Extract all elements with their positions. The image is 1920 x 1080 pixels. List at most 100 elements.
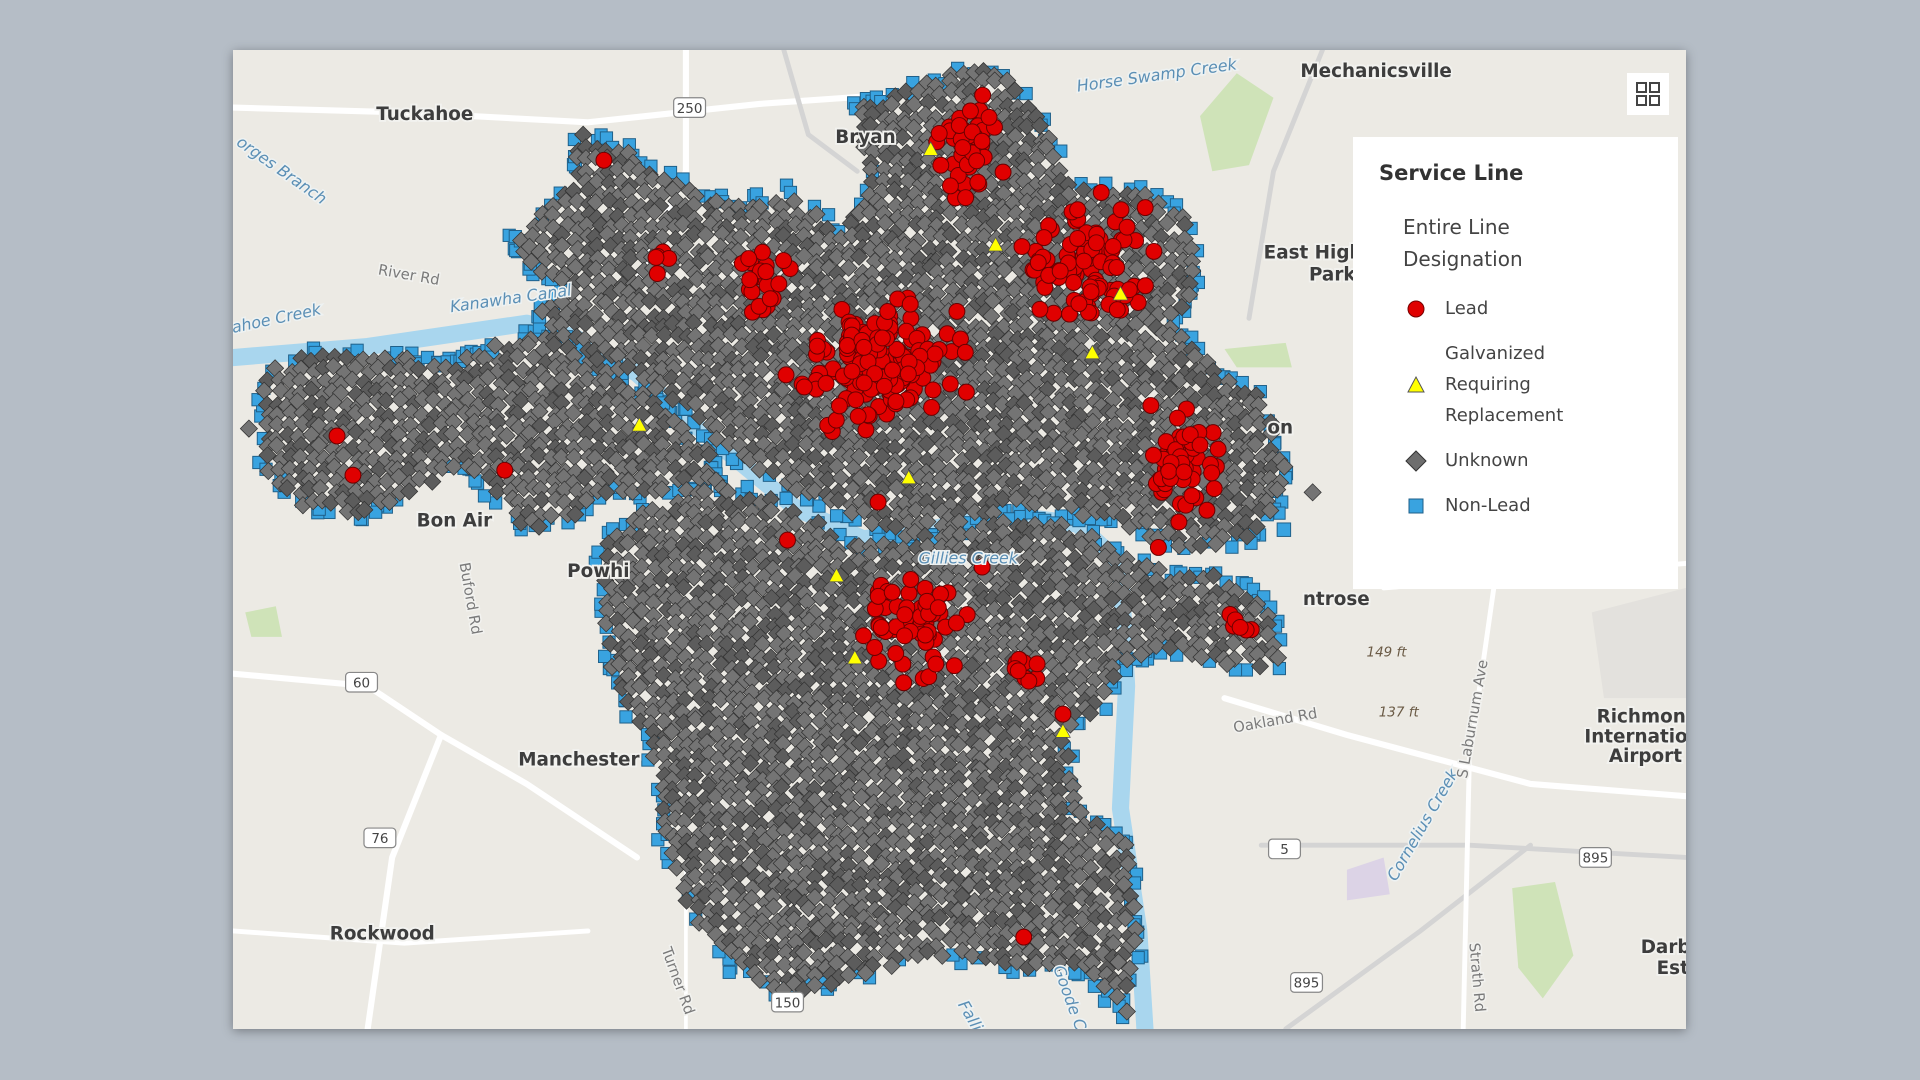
unknown-marker <box>575 468 594 487</box>
unknown-marker <box>717 291 737 311</box>
unknown-marker <box>1005 81 1025 100</box>
unknown-marker <box>982 307 1001 326</box>
unknown-marker <box>1238 413 1257 432</box>
non-lead-marker <box>829 509 844 523</box>
unknown-marker <box>707 429 726 448</box>
unknown-marker <box>1191 370 1211 389</box>
unknown-marker <box>673 214 692 233</box>
lead-marker <box>887 393 905 411</box>
unknown-marker <box>1049 492 1068 512</box>
unknown-marker <box>764 325 783 344</box>
lead-marker <box>1029 254 1047 272</box>
unknown-marker <box>1268 480 1287 499</box>
unknown-marker <box>487 482 507 501</box>
unknown-marker <box>1050 391 1069 410</box>
unknown-marker <box>995 203 1014 222</box>
unknown-marker <box>796 401 815 420</box>
lead-marker <box>923 398 941 416</box>
unknown-marker <box>849 247 869 266</box>
lead-marker <box>948 302 966 320</box>
lead-marker <box>1035 229 1053 247</box>
unknown-marker <box>839 258 858 277</box>
unknown-marker <box>949 435 968 455</box>
unknown-marker <box>985 71 1004 90</box>
unknown-marker <box>566 358 585 377</box>
unknown-marker <box>1136 380 1155 399</box>
unknown-marker <box>567 191 587 211</box>
unknown-marker <box>367 435 386 454</box>
unknown-marker <box>941 225 961 244</box>
unknown-marker <box>984 357 1003 377</box>
unknown-marker <box>646 379 665 398</box>
unknown-marker <box>533 302 552 321</box>
unknown-marker <box>564 404 583 423</box>
unknown-marker <box>985 213 1004 232</box>
lead-marker <box>980 108 998 126</box>
unknown-marker <box>541 506 561 525</box>
non-lead-marker <box>1225 540 1239 554</box>
unknown-marker <box>851 468 870 488</box>
unknown-marker <box>1025 445 1044 464</box>
lead-marker <box>875 377 893 395</box>
lead-marker <box>1082 283 1100 301</box>
lead-marker <box>941 177 959 195</box>
unknown-marker <box>893 128 912 147</box>
unknown-marker <box>409 359 428 379</box>
lead-marker <box>843 362 861 380</box>
unknown-marker <box>720 434 739 453</box>
unknown-marker <box>933 95 952 114</box>
unknown-marker <box>643 169 662 189</box>
unknown-marker <box>963 445 982 464</box>
lead-marker <box>954 139 972 157</box>
unknown-marker <box>597 483 616 502</box>
unknown-marker <box>1172 297 1191 317</box>
non-lead-marker <box>1099 702 1113 716</box>
lead-marker <box>957 383 975 401</box>
unknown-marker <box>355 500 374 519</box>
lead-marker <box>830 397 848 415</box>
unknown-marker <box>962 281 981 300</box>
unknown-marker <box>530 446 549 465</box>
unknown-marker <box>519 335 538 354</box>
lead-marker <box>994 163 1012 181</box>
unknown-marker <box>267 436 286 455</box>
unknown-marker <box>696 225 715 244</box>
lead-marker <box>974 86 992 104</box>
lead-marker <box>1051 262 1069 280</box>
unknown-marker <box>618 357 637 376</box>
lead-marker <box>873 329 891 347</box>
unknown-marker <box>787 480 806 499</box>
lead-marker <box>969 173 987 191</box>
lead-marker <box>926 345 944 363</box>
lead-marker <box>1104 237 1122 255</box>
unknown-marker <box>529 517 549 536</box>
unknown-marker <box>587 391 606 410</box>
unknown-marker <box>497 426 516 445</box>
unknown-marker <box>1275 457 1294 476</box>
unknown-marker <box>688 270 707 289</box>
lead-marker <box>1209 440 1227 458</box>
unknown-marker <box>1246 435 1265 454</box>
lead-marker <box>1203 464 1221 482</box>
unknown-marker <box>293 414 312 433</box>
unknown-marker <box>522 252 541 271</box>
lead-marker <box>1065 274 1083 291</box>
unknown-marker <box>1262 424 1281 443</box>
unknown-marker <box>423 472 442 491</box>
unknown-marker <box>1157 213 1177 233</box>
unknown-marker <box>896 82 915 101</box>
unknown-marker <box>865 291 884 310</box>
unknown-marker <box>601 236 620 255</box>
unknown-marker <box>480 468 499 487</box>
non-lead-marker <box>1239 663 1253 677</box>
unknown-marker <box>277 479 297 498</box>
unknown-marker <box>631 216 651 235</box>
unknown-marker <box>486 336 505 355</box>
lead-marker <box>956 343 974 361</box>
unknown-marker <box>568 239 588 259</box>
lead-marker <box>849 407 867 425</box>
unknown-marker <box>707 303 726 322</box>
unknown-marker <box>655 457 674 477</box>
non-lead-marker <box>619 710 633 724</box>
